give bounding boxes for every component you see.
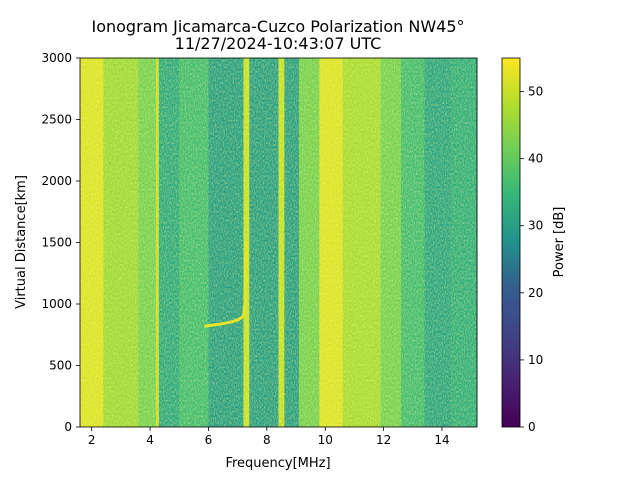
- x-axis: 2 4 6 8 10 12 14: [88, 427, 450, 447]
- x-axis-label: Frequency[MHz]: [225, 456, 330, 471]
- colorbar-tick-label: 40: [528, 152, 543, 166]
- colorbar-tick-label: 10: [528, 353, 543, 367]
- chart-title: Ionogram Jicamarca-Cuzco Polarization NW…: [91, 17, 464, 36]
- colorbar-tick-label: 30: [528, 219, 543, 233]
- y-tick-label: 1000: [41, 297, 72, 311]
- y-axis: 0 500 1000 1500 2000 2500 3000: [41, 51, 80, 434]
- y-tick-label: 500: [49, 359, 72, 373]
- x-tick-label: 4: [146, 433, 154, 447]
- x-tick-label: 14: [434, 433, 449, 447]
- x-tick-label: 8: [263, 433, 271, 447]
- chart-subtitle: 11/27/2024-10:43:07 UTC: [175, 34, 382, 53]
- y-axis-label: Virtual Distance[km]: [14, 175, 29, 309]
- x-tick-label: 2: [88, 433, 96, 447]
- x-tick-label: 12: [376, 433, 391, 447]
- y-tick-label: 1500: [41, 236, 72, 250]
- noise-texture: [80, 58, 477, 427]
- colorbar-label: Power [dB]: [552, 207, 567, 278]
- colorbar-tick-label: 20: [528, 286, 543, 300]
- echo-trace: [204, 241, 248, 328]
- y-tick-label: 2000: [41, 174, 72, 188]
- colorbar-tick-label: 50: [528, 85, 543, 99]
- y-tick-label: 2500: [41, 113, 72, 127]
- y-tick-label: 0: [64, 420, 72, 434]
- plot-area: [79, 57, 478, 428]
- x-tick-label: 6: [205, 433, 213, 447]
- colorbar: 0 10 20 30 40 50: [501, 57, 543, 434]
- colorbar-gradient: [501, 57, 521, 428]
- colorbar-tick-label: 0: [528, 420, 536, 434]
- y-tick-label: 3000: [41, 51, 72, 65]
- x-tick-label: 10: [318, 433, 333, 447]
